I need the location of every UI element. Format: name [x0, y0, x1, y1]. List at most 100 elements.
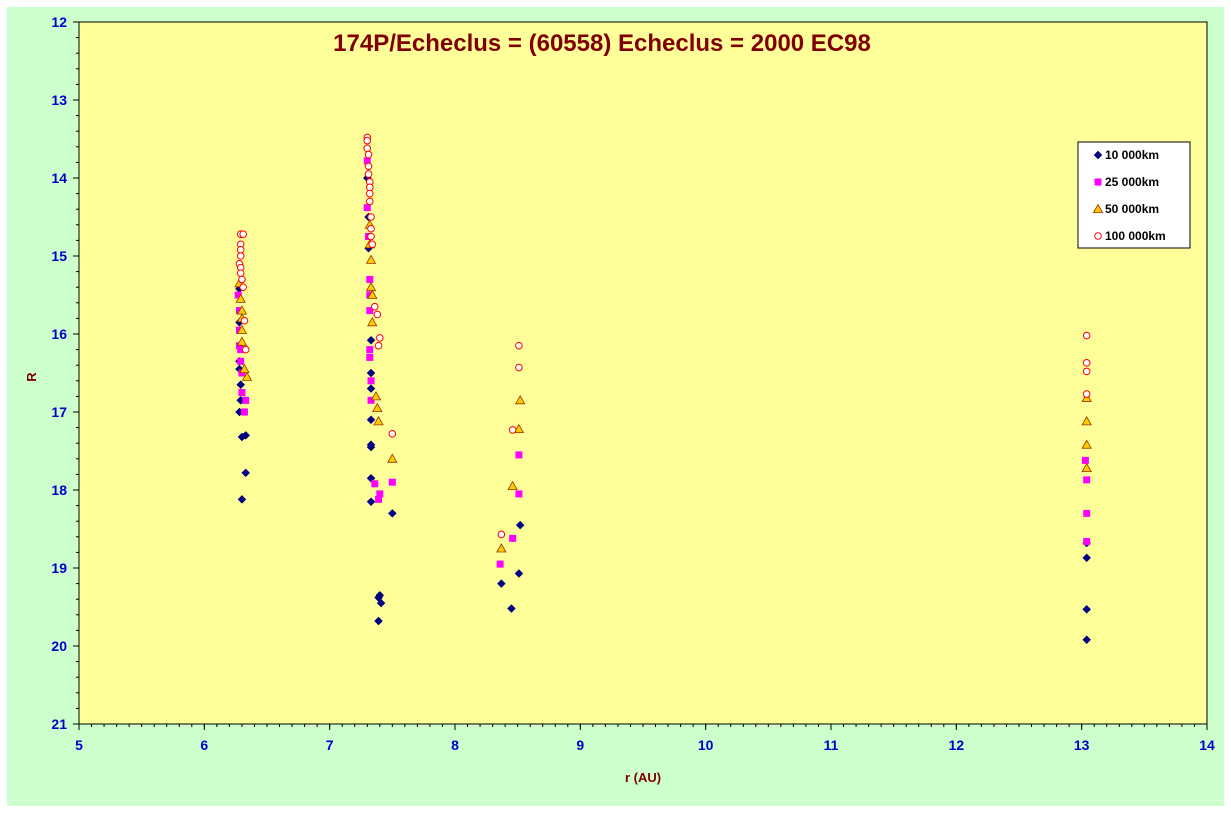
data-point-square	[366, 275, 374, 283]
legend-label: 25 000km	[1105, 175, 1159, 189]
data-point-triangle	[507, 480, 518, 491]
data-point-square	[375, 495, 383, 503]
data-point-square	[234, 291, 242, 299]
data-point-triangle	[513, 423, 525, 434]
data-point-triangle	[372, 402, 383, 413]
data-point-triangle	[241, 371, 253, 381]
data-point-square	[371, 480, 379, 488]
legend-marker-circle	[1094, 232, 1102, 240]
data-point-triangle	[514, 394, 526, 405]
data-point-circle	[364, 170, 373, 178]
data-point-diamond	[497, 579, 506, 588]
data-point-circle	[240, 316, 249, 325]
data-point-square	[237, 357, 245, 365]
data-point-triangle	[365, 281, 377, 292]
data-point-diamond	[374, 616, 383, 626]
data-point-square	[388, 478, 396, 486]
data-point-triangle	[1081, 462, 1092, 473]
data-point-square	[1083, 537, 1091, 545]
data-point-circle	[236, 269, 245, 277]
data-point-triangle	[370, 391, 382, 401]
data-point-circle	[497, 530, 506, 539]
data-point-circle	[515, 363, 523, 372]
data-point-circle	[364, 162, 373, 171]
data-points	[234, 133, 1092, 645]
data-point-triangle	[1081, 416, 1092, 426]
y-axis-title: R	[24, 372, 39, 382]
legend: 10 000km 25 000km 50 000km 100 000km	[1077, 141, 1191, 249]
data-point-diamond	[236, 380, 246, 390]
data-point-diamond	[387, 509, 397, 518]
x-tick-label: 13	[1074, 737, 1090, 753]
x-tick-label: 9	[576, 737, 584, 753]
data-point-square	[240, 408, 248, 416]
data-point-circle	[239, 283, 247, 292]
y-tick-label: 16	[51, 326, 67, 342]
data-point-diamond	[366, 335, 376, 345]
data-point-circle	[363, 144, 372, 153]
data-point-square	[242, 396, 250, 404]
data-point-diamond	[366, 442, 376, 452]
data-point-diamond	[366, 368, 376, 378]
data-point-circle	[376, 334, 384, 342]
data-point-circle	[368, 240, 377, 249]
legend-entry: 10 000km	[1093, 148, 1159, 162]
x-tick-label: 10	[698, 737, 714, 753]
x-axis-title: r (AU)	[625, 770, 661, 785]
data-point-circle	[236, 245, 245, 254]
data-point-diamond	[515, 520, 525, 530]
data-point-diamond	[366, 384, 376, 393]
data-point-square	[366, 353, 374, 361]
series-circle	[235, 133, 1091, 539]
x-tick-label: 12	[949, 737, 965, 753]
legend-marker-triangle	[1092, 203, 1104, 213]
y-tick-label: 13	[51, 92, 67, 108]
data-point-circle	[367, 232, 375, 241]
data-point-circle	[374, 341, 383, 350]
data-point-square	[363, 157, 371, 165]
data-point-circle	[365, 197, 374, 206]
data-point-circle	[367, 213, 375, 221]
y-tick-label: 21	[51, 716, 67, 732]
y-tick-label: 15	[51, 248, 67, 264]
data-point-diamond	[376, 598, 386, 608]
x-tick-label: 8	[451, 737, 459, 753]
data-point-circle	[1082, 367, 1091, 376]
data-point-circle	[1082, 331, 1091, 340]
data-point-triangle	[365, 254, 377, 264]
data-point-triangle	[367, 289, 378, 299]
y-tick-label: 14	[51, 170, 67, 186]
data-point-circle	[241, 345, 250, 354]
legend-entry: 50 000km	[1092, 202, 1159, 216]
data-point-square	[515, 451, 523, 459]
legend-label: 10 000km	[1105, 148, 1159, 162]
data-point-diamond	[375, 590, 385, 600]
data-point-square	[366, 307, 374, 315]
data-point-circle	[388, 430, 397, 438]
data-point-square	[366, 346, 374, 354]
data-point-circle	[365, 183, 374, 192]
data-point-square	[496, 560, 504, 568]
data-point-square	[237, 346, 245, 354]
data-point-diamond	[1082, 635, 1092, 645]
y-tick-label: 20	[51, 638, 67, 654]
x-tick-label: 14	[1199, 737, 1215, 753]
data-point-diamond	[507, 604, 516, 613]
data-point-diamond	[366, 497, 376, 507]
data-point-circle	[365, 189, 374, 198]
data-point-square	[1081, 456, 1089, 464]
data-point-triangle	[239, 363, 250, 374]
data-point-triangle	[236, 324, 248, 335]
legend-marker-square	[1094, 178, 1102, 186]
y-tick-label: 18	[51, 482, 67, 498]
legend-marker-diamond	[1093, 150, 1103, 160]
data-point-square	[509, 534, 517, 542]
y-tick-label: 17	[51, 404, 67, 420]
data-point-circle	[1082, 390, 1091, 398]
legend-box	[1077, 141, 1191, 249]
data-point-diamond	[241, 431, 251, 440]
y-tick-label: 19	[51, 560, 67, 576]
legend-entry: 25 000km	[1094, 175, 1159, 189]
data-point-square	[376, 490, 384, 498]
data-point-diamond	[1082, 604, 1092, 614]
